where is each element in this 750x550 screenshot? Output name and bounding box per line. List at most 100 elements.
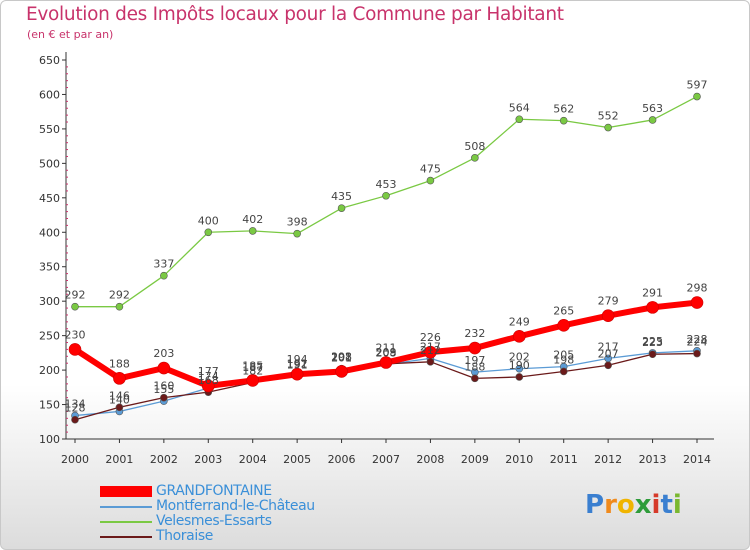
data-label: 563 xyxy=(642,102,663,115)
data-label: 202 xyxy=(331,351,352,364)
data-label: 182 xyxy=(242,364,263,377)
x-tick-label: 2011 xyxy=(550,453,578,466)
y-tick-label: 150 xyxy=(39,399,60,412)
x-tick-label: 2012 xyxy=(594,453,622,466)
x-tick-label: 2010 xyxy=(505,453,533,466)
data-label: 198 xyxy=(553,353,574,366)
data-point xyxy=(113,372,126,385)
data-label: 205 xyxy=(553,349,574,362)
data-point xyxy=(115,302,124,311)
x-tick-label: 2003 xyxy=(194,453,222,466)
data-label: 146 xyxy=(109,389,130,402)
y-tick-label: 600 xyxy=(39,88,60,101)
data-label: 291 xyxy=(642,286,663,299)
data-point xyxy=(337,204,346,212)
data-label: 207 xyxy=(598,347,619,360)
data-point xyxy=(557,318,571,332)
data-label: 279 xyxy=(598,295,619,308)
data-label: 597 xyxy=(687,79,708,92)
legend-swatch xyxy=(100,536,152,538)
data-label: 217 xyxy=(420,340,441,353)
data-point xyxy=(471,374,479,383)
data-point xyxy=(379,356,393,369)
data-label: 249 xyxy=(509,315,530,328)
data-label: 187 xyxy=(242,361,263,374)
x-tick-label: 2002 xyxy=(150,453,178,466)
y-tick-label: 350 xyxy=(39,261,60,274)
data-label: 209 xyxy=(376,346,397,359)
data-label: 292 xyxy=(65,289,86,302)
data-point xyxy=(293,229,301,238)
data-point xyxy=(471,154,479,162)
x-tick-label: 2005 xyxy=(283,453,311,466)
chart-title: Evolution des Impôts locaux pour la Comm… xyxy=(26,4,564,25)
data-point xyxy=(71,302,79,311)
data-point xyxy=(646,301,659,314)
data-point xyxy=(115,403,124,412)
data-label: 298 xyxy=(687,282,708,295)
data-point xyxy=(424,345,437,359)
data-point xyxy=(204,228,213,237)
y-tick-label: 650 xyxy=(39,54,60,67)
x-tick-label: 2000 xyxy=(61,453,89,466)
data-label: 402 xyxy=(242,213,263,226)
y-tick-label: 400 xyxy=(39,226,60,239)
data-point xyxy=(512,330,526,343)
data-label: 398 xyxy=(287,216,308,229)
data-point xyxy=(693,92,701,101)
data-point xyxy=(559,367,568,376)
data-label: 203 xyxy=(153,347,174,360)
x-tick-label: 2007 xyxy=(372,453,400,466)
data-point xyxy=(71,415,79,424)
series-line xyxy=(74,95,698,308)
data-label: 197 xyxy=(464,354,485,367)
data-label: 192 xyxy=(287,358,308,371)
data-point xyxy=(68,343,82,356)
data-label: 208 xyxy=(376,347,397,360)
data-point xyxy=(693,349,701,358)
data-label: 177 xyxy=(198,365,219,378)
data-label: 160 xyxy=(153,380,174,393)
x-tick-label: 2014 xyxy=(683,453,711,466)
data-label: 134 xyxy=(65,398,86,411)
x-tick-label: 2008 xyxy=(416,453,444,466)
data-point xyxy=(690,296,704,309)
data-point xyxy=(515,373,524,381)
data-point xyxy=(604,361,612,370)
data-label: 453 xyxy=(376,178,397,191)
data-point xyxy=(559,116,568,125)
data-point xyxy=(290,367,304,381)
data-label: 185 xyxy=(242,359,263,372)
data-label: 226 xyxy=(420,331,441,344)
y-tick-label: 300 xyxy=(39,295,60,308)
data-point xyxy=(515,115,524,124)
data-point xyxy=(201,379,215,393)
data-label: 168 xyxy=(198,374,219,387)
data-label: 552 xyxy=(598,110,619,123)
data-point xyxy=(246,374,260,387)
data-point xyxy=(160,271,168,280)
data-point xyxy=(648,116,657,124)
y-tick-label: 500 xyxy=(39,157,60,170)
data-label: 191 xyxy=(287,358,308,371)
data-point xyxy=(515,364,524,373)
data-label: 217 xyxy=(598,340,619,353)
data-label: 202 xyxy=(509,351,530,364)
y-tick-label: 200 xyxy=(39,364,60,377)
data-label: 201 xyxy=(331,351,352,364)
data-point xyxy=(160,393,168,402)
data-point xyxy=(648,350,657,359)
legend-label: GRANDFONTAINE xyxy=(156,483,272,499)
data-point xyxy=(426,176,435,185)
data-point xyxy=(468,341,482,355)
legend-swatch xyxy=(100,486,152,497)
data-label: 435 xyxy=(331,190,352,203)
data-label: 190 xyxy=(509,359,530,372)
data-label: 337 xyxy=(153,258,174,271)
data-label: 225 xyxy=(642,335,663,348)
data-point xyxy=(604,123,612,132)
data-label: 224 xyxy=(687,336,708,349)
x-tick-label: 2006 xyxy=(328,453,356,466)
data-label: 562 xyxy=(553,103,574,116)
